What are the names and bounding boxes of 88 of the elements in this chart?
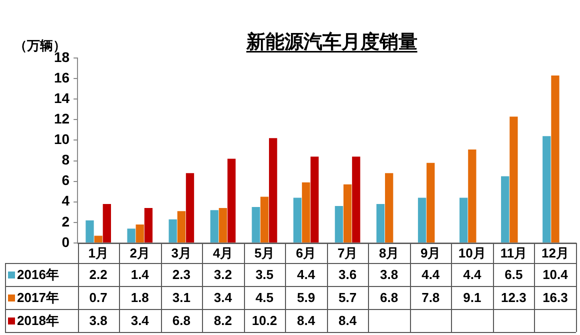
y-tick-label: 12 — [54, 110, 70, 127]
bar — [102, 204, 111, 242]
bar — [86, 220, 94, 242]
data-label: 2.3 — [172, 267, 190, 282]
bar — [352, 156, 360, 242]
data-label: 3.2 — [214, 267, 232, 282]
bar — [310, 156, 319, 242]
y-tick-label: 14 — [54, 90, 70, 106]
data-label: 5.9 — [296, 290, 316, 306]
y-tick-label: 10 — [54, 131, 70, 148]
x-tick-label: 7月 — [337, 246, 358, 261]
bar — [136, 224, 144, 242]
x-tick-label: 3月 — [171, 246, 192, 261]
data-label: 8.2 — [214, 313, 232, 328]
bar — [127, 228, 136, 242]
bar — [218, 208, 228, 242]
bar — [94, 236, 102, 242]
x-tick-label: 10月 — [458, 246, 486, 261]
data-label: 3.8 — [380, 267, 398, 282]
data-label: 4.4 — [296, 267, 316, 282]
x-tick-label: 2月 — [130, 246, 150, 261]
bar — [551, 75, 560, 242]
bar — [186, 173, 194, 242]
bar — [510, 116, 518, 242]
chart-title: 新能源汽车月度销量 — [245, 31, 418, 53]
y-tick-label: 2 — [62, 213, 70, 230]
legend-label: 2016年 — [17, 267, 59, 282]
bar — [168, 219, 177, 242]
bar — [468, 149, 476, 242]
x-tick-label: 4月 — [212, 246, 234, 261]
bar — [501, 176, 510, 242]
bar — [376, 204, 385, 242]
bar — [426, 162, 435, 242]
y-tick-label: 4 — [62, 192, 70, 209]
x-tick-label: 6月 — [296, 246, 316, 261]
bar — [144, 208, 153, 242]
legend-label: 2018年 — [17, 313, 59, 328]
bar — [418, 198, 426, 242]
data-label: 4.5 — [255, 290, 274, 306]
data-label: 9.1 — [463, 290, 482, 306]
x-tick-label: 5月 — [254, 246, 275, 261]
bar — [210, 210, 218, 242]
data-label: 16.3 — [542, 290, 568, 306]
data-label: 3.4 — [130, 313, 150, 328]
data-label: 10.2 — [252, 313, 278, 328]
y-tick-label: 6 — [62, 172, 70, 188]
bar — [302, 182, 310, 242]
y-tick-label: 8 — [62, 152, 70, 168]
data-label: 3.8 — [89, 313, 108, 328]
data-label: 0.7 — [89, 290, 108, 306]
data-label: 6.5 — [504, 267, 523, 282]
data-label: 3.6 — [338, 267, 357, 282]
bar — [385, 173, 394, 242]
data-label: 3.5 — [255, 267, 274, 282]
data-label: 8.4 — [338, 313, 358, 328]
y-tick-label: 16 — [54, 69, 70, 86]
x-tick-label: 1月 — [88, 246, 108, 261]
data-label: 1.8 — [130, 290, 149, 306]
data-label: 3.4 — [214, 290, 233, 306]
bar — [268, 138, 278, 242]
x-tick-label: 8月 — [378, 246, 400, 261]
bar — [252, 207, 260, 242]
bar — [260, 196, 269, 242]
data-label: 3.1 — [172, 290, 190, 306]
bar — [334, 206, 344, 242]
data-label: 2.2 — [89, 267, 108, 282]
data-label: 10.4 — [542, 267, 569, 282]
data-label: 4.4 — [422, 267, 440, 282]
data-label: 7.8 — [422, 290, 440, 306]
bar — [227, 158, 236, 242]
x-tick-label: 12月 — [542, 246, 569, 261]
data-label: 6.8 — [380, 290, 398, 306]
bar — [177, 211, 186, 242]
x-tick-label: 11月 — [500, 246, 528, 261]
legend-label: 2017年 — [17, 290, 59, 306]
data-label: 1.4 — [130, 267, 150, 282]
bar — [343, 184, 352, 242]
data-label: 5.7 — [338, 290, 357, 306]
bar — [293, 198, 302, 242]
data-label: 6.8 — [172, 313, 190, 328]
y-axis-title: （万辆） — [14, 38, 66, 53]
bar — [542, 136, 551, 242]
data-label: 12.3 — [501, 290, 526, 306]
bar — [460, 198, 468, 242]
y-tick-label: 0 — [62, 234, 70, 250]
x-tick-label: 9月 — [420, 246, 441, 261]
data-label: 8.4 — [296, 313, 316, 328]
data-label: 4.4 — [463, 267, 482, 282]
